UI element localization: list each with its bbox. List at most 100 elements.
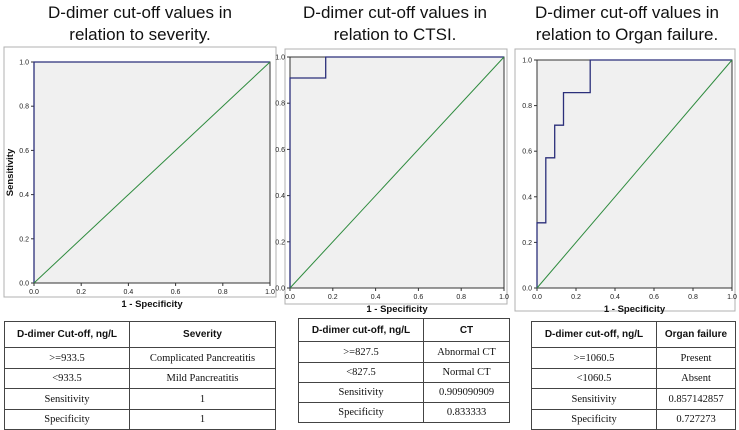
chart-2-y-tick-label: 0.2 — [275, 239, 285, 246]
table-header-cell: Severity — [129, 321, 276, 348]
table-cell: >=933.5 — [4, 347, 130, 369]
chart-1-title: D-dimer cut-off values in relation to se… — [10, 2, 270, 46]
table-cell: 0.727273 — [656, 409, 736, 430]
chart-2-x-tick-label: 0.0 — [285, 294, 295, 301]
table-cell: Specificity — [4, 409, 130, 430]
table-row: <827.5 Normal CT — [298, 362, 510, 383]
chart-2-y-tick-label: 1.0 — [275, 55, 285, 62]
chart-1-reference-line — [33, 61, 271, 284]
chart-3-x-axis-label: 1 - Specificity — [604, 304, 666, 315]
table-header-cell: Organ failure — [656, 321, 736, 348]
table-cell: Sensitivity — [531, 388, 657, 410]
chart-3-x-tick-label: 1.0 — [727, 294, 737, 301]
chart-3-title: D-dimer cut-off values in relation to Or… — [515, 2, 739, 46]
chart-1-x-tick-label: 0.2 — [76, 289, 86, 296]
table-cell: Complicated Pancreatitis — [129, 347, 276, 369]
table-cell: <933.5 — [4, 368, 130, 389]
table-cell: 0.909090909 — [423, 382, 510, 403]
table-row: Specificity 0.727273 — [531, 409, 736, 430]
table-cell: 1 — [129, 409, 276, 430]
chart-1-x-tick-label: 0.6 — [171, 289, 181, 296]
table-row: >=933.5 Complicated Pancreatitis — [4, 347, 276, 369]
roc-charts: 0.0 0.2 0.4 0.6 0.8 1.00.00.20.40.60.81.01 - … — [3, 46, 737, 315]
table-severity: D-dimer Cut-off, ng/L Severity >=933.5 Co… — [4, 321, 276, 430]
table-organ-failure: D-dimer cut-off, ng/L Organ failure >=10… — [531, 321, 736, 430]
chart-1-x-axis-label: 1 - Specificity — [121, 299, 183, 310]
chart-3-y-tick-label: 0.2 — [522, 240, 532, 247]
table-row: Sensitivity 1 — [4, 388, 276, 410]
chart-1-y-axis-label: Sensitivity — [5, 148, 16, 196]
chart-2-title: D-dimer cut-off values in relation to CT… — [285, 2, 505, 46]
chart-2-y-tick-label: 0.0 — [275, 286, 285, 293]
table-ct: D-dimer cut-off, ng/L CT >=827.5 Abnormal… — [298, 318, 510, 423]
table-cell: Absent — [656, 368, 736, 389]
table-cell: <827.5 — [298, 362, 424, 383]
chart-1-x-tick-label: 0.4 — [124, 289, 134, 296]
chart-2-reference-line — [289, 56, 505, 289]
chart-1-x-tick-label: 0.0 — [29, 289, 39, 296]
table-row: Specificity 1 — [4, 409, 276, 430]
chart-2-title-line-2: relation to CTSI. — [333, 25, 457, 44]
chart-3-x-tick-label: 0.0 — [532, 294, 542, 301]
chart-2-roc-curve — [289, 56, 504, 288]
table-header-cell: D-dimer cut-off, ng/L — [531, 321, 657, 348]
chart-3-y-tick-label: 0.8 — [522, 103, 532, 110]
table-cell: Mild Pancreatitis — [129, 368, 276, 389]
chart-2-x-axis-label: 1 - Specificity — [366, 304, 428, 315]
table-cell: Abnormal CT — [423, 341, 510, 363]
chart-1-x-tick-label: 0.8 — [218, 289, 228, 296]
chart-2-x-tick-label: 0.8 — [456, 294, 466, 301]
chart-1-title-line-2: relation to severity. — [69, 25, 211, 44]
chart-1-y-tick-label: 0.4 — [19, 192, 29, 199]
chart-1-y-tick-label: 0.2 — [19, 236, 29, 243]
chart-3-x-tick-label: 0.4 — [610, 294, 620, 301]
table-cell: <1060.5 — [531, 368, 657, 389]
chart-1-y-tick-label: 1.0 — [19, 60, 29, 67]
table-row: <933.5 Mild Pancreatitis — [4, 368, 276, 389]
chart-3-title-line-1: D-dimer cut-off values in — [535, 3, 719, 22]
table-cell: 1 — [129, 388, 276, 410]
table-cell: Sensitivity — [298, 382, 424, 403]
chart-1-roc-curve — [33, 61, 270, 283]
chart-1-y-tick-label: 0.8 — [19, 104, 29, 111]
chart-2-x-tick-label: 0.6 — [414, 294, 424, 301]
table-header-cell: CT — [423, 318, 510, 342]
chart-1-x-tick-label: 1.0 — [265, 289, 275, 296]
table-header-cell: D-dimer Cut-off, ng/L — [4, 321, 130, 348]
chart-2-title-line-1: D-dimer cut-off values in — [303, 3, 487, 22]
table-row: Sensitivity 0.857142857 — [531, 388, 736, 410]
chart-3-reference-line — [536, 59, 733, 289]
table-row: Sensitivity 0.909090909 — [298, 382, 510, 403]
table-cell: Sensitivity — [4, 388, 130, 410]
table-header-cell: D-dimer cut-off, ng/L — [298, 318, 424, 342]
chart-2-x-tick-label: 0.4 — [371, 294, 381, 301]
chart-1-y-tick-label: 0.6 — [19, 148, 29, 155]
table-row: >=827.5 Abnormal CT — [298, 341, 510, 363]
chart-1-y-tick-label: 0.0 — [19, 281, 29, 288]
table-cell: Specificity — [531, 409, 657, 430]
table-cell: Normal CT — [423, 362, 510, 383]
table-row: <1060.5 Absent — [531, 368, 736, 389]
table-row: Specificity 0.833333 — [298, 402, 510, 423]
table-cell: 0.857142857 — [656, 388, 736, 410]
chart-3-title-line-2: relation to Organ failure. — [535, 25, 719, 44]
table-cell: >=827.5 — [298, 341, 424, 363]
chart-2-x-tick-label: 1.0 — [499, 294, 509, 301]
table-cell: 0.833333 — [423, 402, 510, 423]
chart-3-y-tick-label: 1.0 — [522, 58, 532, 65]
chart-3-x-tick-label: 0.8 — [688, 294, 698, 301]
chart-2-y-tick-label: 0.6 — [275, 147, 285, 154]
chart-3-x-tick-label: 0.2 — [571, 294, 581, 301]
chart-2-y-tick-label: 0.4 — [275, 193, 285, 200]
table-cell: >=1060.5 — [531, 347, 657, 369]
chart-3-x-tick-label: 0.6 — [649, 294, 659, 301]
chart-3-y-tick-label: 0.6 — [522, 149, 532, 156]
table-cell: Specificity — [298, 402, 424, 423]
chart-2-x-tick-label: 0.2 — [328, 294, 338, 301]
chart-3-y-tick-label: 0.0 — [522, 286, 532, 293]
chart-3-y-tick-label: 0.4 — [522, 194, 532, 201]
chart-1-title-line-1: D-dimer cut-off values in — [48, 3, 232, 22]
chart-2-y-tick-label: 0.8 — [275, 101, 285, 108]
table-row: >=1060.5 Present — [531, 347, 736, 369]
chart-3-roc-curve — [536, 59, 732, 288]
